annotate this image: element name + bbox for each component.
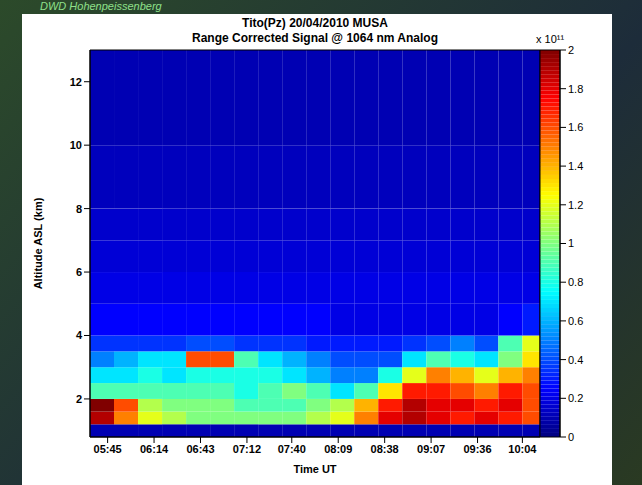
svg-text:0.6: 0.6: [568, 315, 583, 327]
svg-text:0.8: 0.8: [568, 276, 583, 288]
svg-text:12: 12: [70, 76, 82, 88]
svg-text:2: 2: [568, 44, 574, 56]
svg-text:09:36: 09:36: [463, 443, 491, 455]
svg-text:07:12: 07:12: [233, 443, 261, 455]
html-text:Range Corrected Signal @ 1064: Range Corrected Signal @ 1064 nm Analog: [192, 31, 438, 45]
svg-text:06:14: 06:14: [140, 443, 169, 455]
html-text:x 10¹¹: x 10¹¹: [536, 33, 565, 45]
svg-text:1.8: 1.8: [568, 83, 583, 95]
svg-text:Time UT: Time UT: [293, 463, 336, 475]
svg-text:08:38: 08:38: [371, 443, 399, 455]
svg-text:08:09: 08:09: [324, 443, 352, 455]
svg-text:09:07: 09:07: [417, 443, 445, 455]
svg-text:1.4: 1.4: [568, 160, 583, 172]
svg-text:1: 1: [568, 237, 574, 249]
svg-text:1.6: 1.6: [568, 121, 583, 133]
svg-text:8: 8: [76, 203, 82, 215]
svg-text:10:04: 10:04: [508, 443, 537, 455]
svg-text:0: 0: [568, 431, 574, 443]
svg-text:0.4: 0.4: [568, 354, 583, 366]
svg-text:1.2: 1.2: [568, 199, 583, 211]
html-text:Tito(Pz) 20/04/2010 MUSA: Tito(Pz) 20/04/2010 MUSA: [242, 16, 388, 30]
svg-text:0.2: 0.2: [568, 392, 583, 404]
svg-text:05:45: 05:45: [94, 443, 122, 455]
svg-text:4: 4: [76, 329, 83, 341]
svg-text:06:43: 06:43: [186, 443, 214, 455]
svg-text:10: 10: [70, 139, 82, 151]
svg-text:6: 6: [76, 266, 82, 278]
svg-text:07:40: 07:40: [278, 443, 306, 455]
html-text:DWD Hohenpeissenberg: DWD Hohenpeissenberg: [40, 0, 162, 12]
svg-text:2: 2: [76, 393, 82, 405]
svg-text:Altitude ASL (km): Altitude ASL (km): [32, 197, 44, 289]
